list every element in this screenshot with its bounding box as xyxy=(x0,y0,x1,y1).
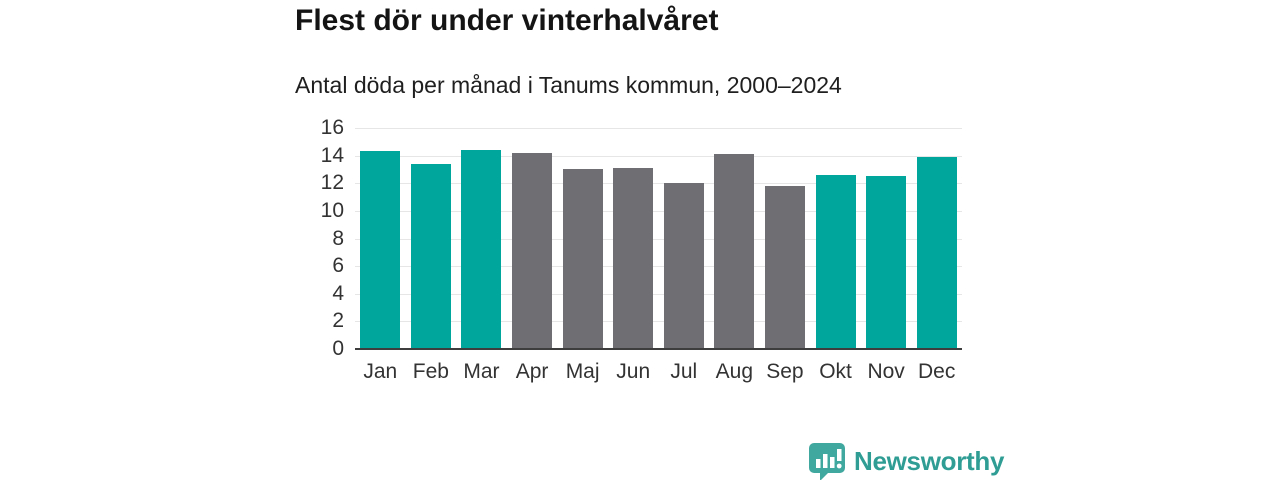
newsworthy-logo-text: Newsworthy xyxy=(854,446,1005,476)
x-tick-label-apr: Apr xyxy=(515,360,549,383)
x-axis-line xyxy=(355,348,962,350)
x-tick-label-mar: Mar xyxy=(463,360,500,383)
y-tick-label-10: 10 xyxy=(320,198,344,222)
bar-jun xyxy=(613,168,654,349)
bar-jul xyxy=(663,183,704,349)
gridline-4 xyxy=(355,293,962,295)
gridline-2 xyxy=(355,321,962,323)
x-tick-label-okt: Okt xyxy=(819,360,852,383)
chart-subtitle: Antal döda per månad i Tanums kommun, 20… xyxy=(295,72,842,98)
x-tick-label-dec: Dec xyxy=(918,360,956,383)
x-axis: Jan Feb Mar Apr Maj Jun Jul Aug Sep Okt Nov Dec xyxy=(355,359,962,387)
bar-feb xyxy=(410,163,451,349)
x-tick-label-nov: Nov xyxy=(867,360,905,383)
y-tick-label-14: 14 xyxy=(320,143,344,167)
y-tick-label-4: 4 xyxy=(332,281,344,305)
bar-sep xyxy=(764,186,805,349)
gridline-12 xyxy=(355,183,962,185)
gridline-14 xyxy=(355,155,962,157)
y-tick-label-2: 2 xyxy=(332,309,344,333)
bar-apr xyxy=(512,152,553,349)
y-tick-label-16: 16 xyxy=(320,116,344,139)
bar-mar xyxy=(461,150,502,349)
gridline-10 xyxy=(355,210,962,212)
x-tick-label-aug: Aug xyxy=(715,360,754,383)
newsworthy-logo: Newsworthy xyxy=(807,441,1004,480)
y-tick-label-12: 12 xyxy=(320,171,344,195)
y-axis: 0 2 4 6 8 10 12 14 16 xyxy=(290,117,344,360)
bar-aug xyxy=(714,154,755,349)
bar-dec xyxy=(916,157,957,349)
gridline-8 xyxy=(355,238,962,240)
plot-area xyxy=(355,128,962,350)
newsworthy-bubble-chart-icon xyxy=(809,443,845,480)
bar-maj xyxy=(562,169,603,349)
y-tick-label-0: 0 xyxy=(332,337,344,360)
x-tick-label-feb: Feb xyxy=(412,360,449,383)
bar-nov xyxy=(866,176,907,349)
y-tick-label-6: 6 xyxy=(332,254,344,278)
gridline-16 xyxy=(355,128,962,129)
gridline-6 xyxy=(355,266,962,268)
x-tick-label-jul: Jul xyxy=(670,360,698,383)
y-tick-label-8: 8 xyxy=(332,226,344,250)
bar-okt xyxy=(815,174,856,349)
x-tick-label-jun: Jun xyxy=(616,360,651,383)
x-tick-label-jan: Jan xyxy=(363,360,398,383)
bar-jan xyxy=(360,151,401,349)
x-tick-label-sep: Sep xyxy=(766,360,804,383)
x-tick-label-maj: Maj xyxy=(565,360,600,383)
chart-title: Flest dör under vinterhalvåret xyxy=(295,4,719,37)
